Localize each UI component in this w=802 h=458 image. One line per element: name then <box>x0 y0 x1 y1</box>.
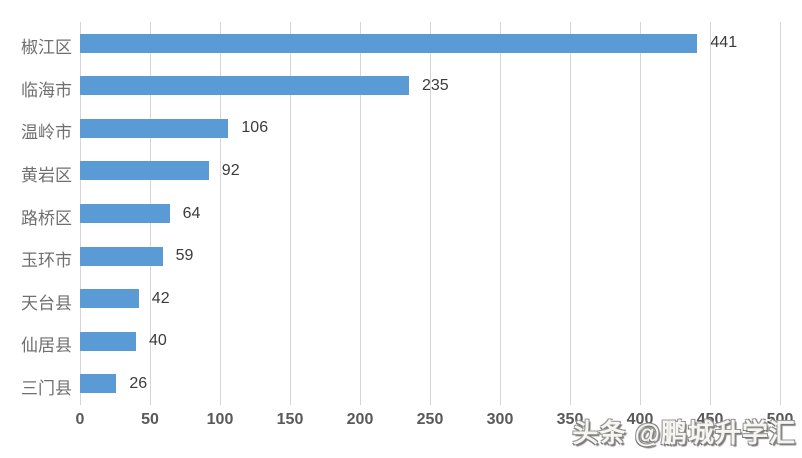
x-axis-tick-label: 300 <box>486 411 514 428</box>
value-label: 92 <box>221 161 240 179</box>
value-label: 40 <box>149 332 167 350</box>
watermark: 头条 @鹏城升学汇 <box>572 418 796 448</box>
value-label: 59 <box>175 247 194 265</box>
category-label: 仙居县 <box>21 336 72 356</box>
gridline <box>639 22 641 405</box>
gridline <box>429 22 431 405</box>
bar <box>80 118 229 138</box>
bar <box>80 33 698 53</box>
category-label: 临海市 <box>21 80 72 100</box>
value-label: 26 <box>129 374 148 392</box>
value-label: 235 <box>422 76 449 94</box>
value-label: 106 <box>241 119 269 137</box>
value-label: 441 <box>710 34 738 52</box>
gridline <box>289 22 291 405</box>
category-label: 天台县 <box>21 293 72 313</box>
category-label: 黄岩区 <box>21 165 72 185</box>
x-axis-tick-label: 350 <box>556 411 584 428</box>
bar <box>80 161 209 181</box>
bar <box>80 289 139 309</box>
bar <box>80 204 170 223</box>
value-label: 64 <box>182 204 201 222</box>
x-axis-tick-label: 500 <box>766 411 794 428</box>
gridline <box>219 22 221 405</box>
category-label: 路桥区 <box>21 208 72 228</box>
x-axis-tick-label: 0 <box>75 411 85 428</box>
category-label: 玉环市 <box>21 251 72 271</box>
value-label: 42 <box>151 289 170 307</box>
gridline <box>499 22 501 405</box>
gridline <box>359 22 361 405</box>
bar <box>80 246 163 266</box>
x-axis-tick-label: 400 <box>626 411 654 428</box>
category-label: 温岭市 <box>21 123 72 143</box>
x-axis-tick-label: 250 <box>416 411 444 428</box>
gridline <box>709 22 711 405</box>
category-label: 椒江区 <box>21 38 72 58</box>
gridline <box>569 22 571 405</box>
bar <box>80 76 409 96</box>
bar <box>80 374 117 394</box>
x-axis-tick-label: 450 <box>696 411 724 428</box>
x-axis-tick-label: 200 <box>346 411 374 428</box>
x-axis-tick-label: 50 <box>141 411 159 428</box>
category-label: 三门县 <box>21 378 72 398</box>
bar <box>80 331 136 351</box>
gridline <box>779 22 781 405</box>
x-axis-tick-label: 150 <box>276 411 304 428</box>
x-axis-tick-label: 100 <box>206 411 234 428</box>
